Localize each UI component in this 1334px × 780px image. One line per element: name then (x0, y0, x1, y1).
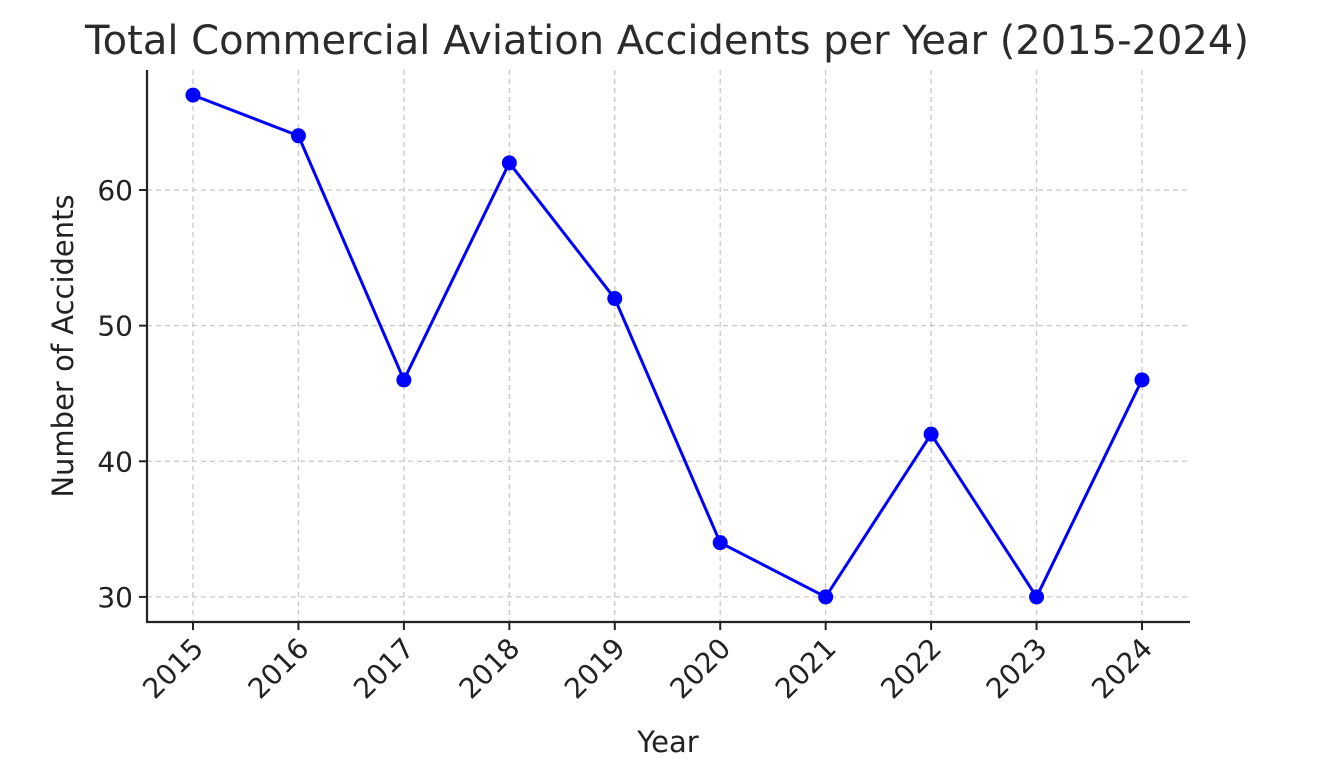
chart-title: Total Commercial Aviation Accidents per … (84, 18, 1249, 64)
data-point (712, 535, 728, 551)
data-point (607, 291, 623, 307)
data-point (290, 128, 306, 144)
y-tick-label: 30 (97, 581, 133, 614)
x-tick-label: 2024 (1085, 632, 1159, 706)
x-tick-label: 2023 (980, 632, 1054, 706)
grid (147, 70, 1189, 622)
x-tick-label: 2018 (453, 632, 527, 706)
data-point (501, 155, 517, 171)
x-tick-label: 2020 (663, 632, 737, 706)
axes (145, 70, 1190, 624)
x-tick-label: 2019 (558, 632, 632, 706)
y-tick-label: 50 (97, 310, 133, 343)
series (185, 87, 1150, 605)
data-point (818, 589, 834, 605)
ticks: 2015 2016 2017 2018 2019 2020 2021 2022 2023 2024… (97, 174, 1159, 705)
x-tick-label: 2015 (136, 632, 210, 706)
y-tick-label: 40 (97, 445, 133, 478)
x-tick-label: 2017 (347, 632, 421, 706)
y-axis-label: Number of Accidents (46, 194, 80, 497)
x-tick-label: 2016 (242, 632, 316, 706)
y-tick-label: 60 (97, 174, 133, 207)
x-axis-label: Year (636, 725, 698, 759)
x-tick-label: 2022 (874, 632, 948, 706)
series-line (191, 93, 1144, 599)
x-tick-label: 2021 (769, 632, 843, 706)
data-point (1134, 372, 1150, 388)
data-point (396, 372, 412, 388)
data-point (923, 426, 939, 442)
data-point (1029, 589, 1045, 605)
data-point (185, 87, 201, 103)
